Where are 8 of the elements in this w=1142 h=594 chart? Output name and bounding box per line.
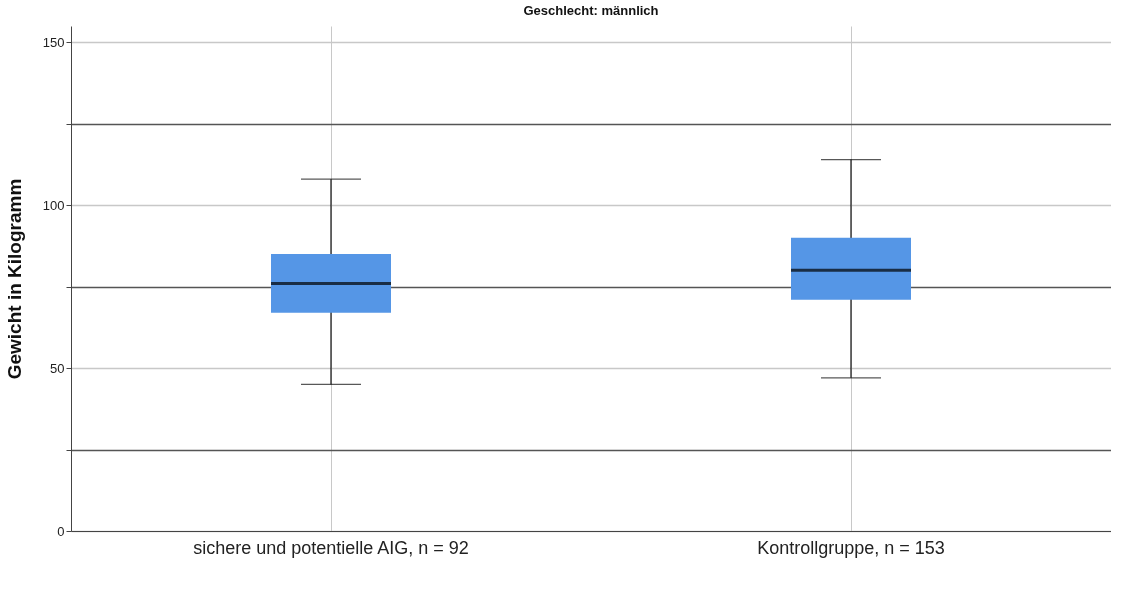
x-tick-label: Kontrollgruppe, n = 153 (757, 537, 945, 558)
x-tick-label: sichere und potentielle AIG, n = 92 (193, 537, 469, 558)
y-axis-title: Gewicht in Kilogramm (3, 178, 25, 380)
chart-title: Geschlecht: männlich (523, 3, 659, 18)
y-tick-label: 150 (42, 34, 65, 50)
y-tick-label: 0 (57, 523, 65, 539)
y-tick-label: 100 (42, 197, 65, 213)
y-tick-label: 50 (50, 360, 65, 376)
